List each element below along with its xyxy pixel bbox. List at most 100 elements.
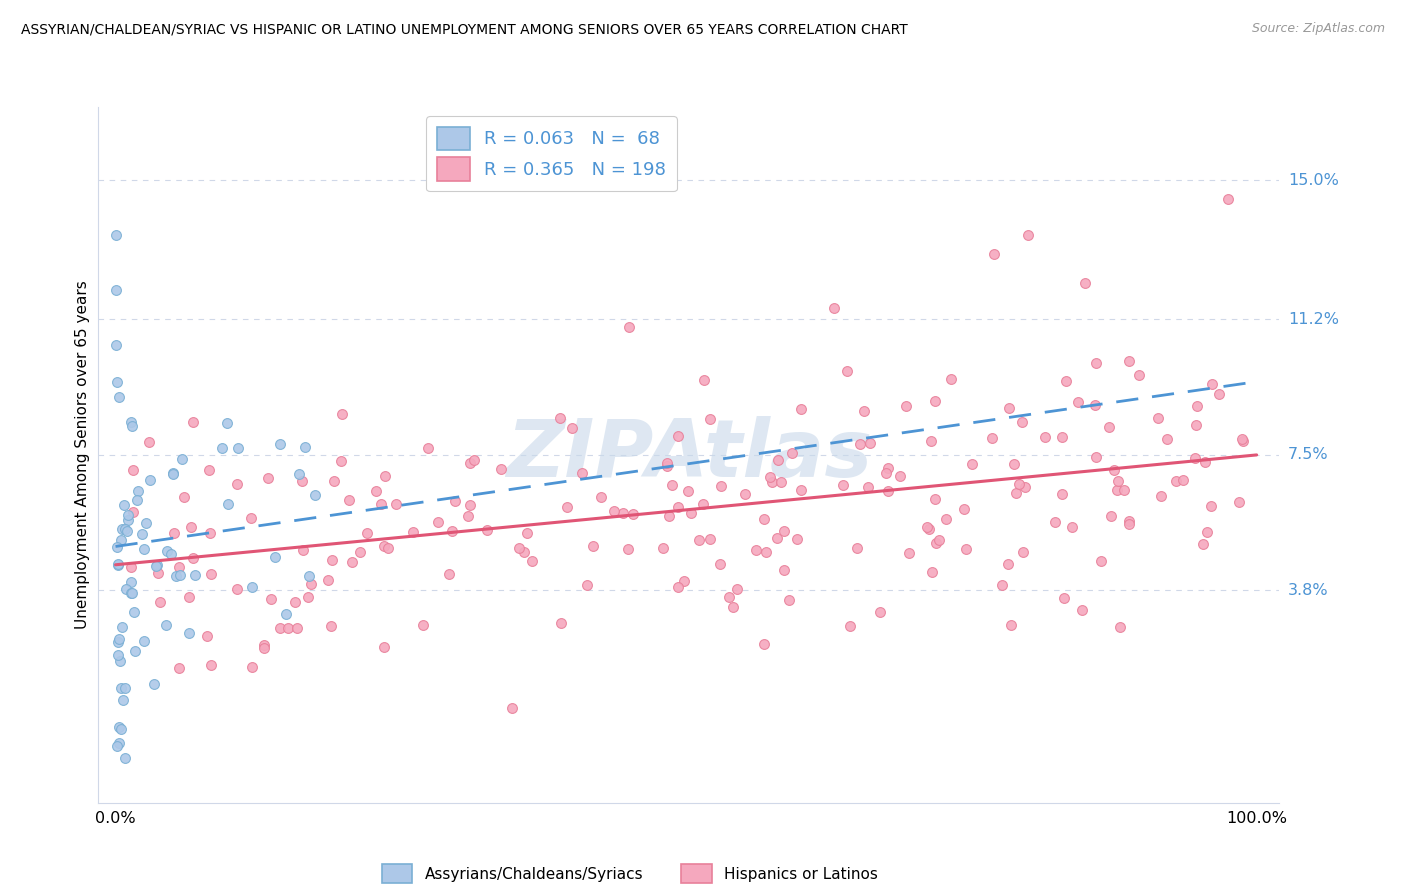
Point bbox=[621, 508, 644, 522]
Point bbox=[710, 479, 733, 493]
Point bbox=[1004, 486, 1026, 500]
Point bbox=[1002, 457, 1025, 471]
Point bbox=[1098, 420, 1121, 434]
Point bbox=[269, 621, 291, 635]
Point bbox=[377, 541, 399, 555]
Point bbox=[288, 467, 311, 481]
Point bbox=[179, 520, 201, 534]
Point bbox=[849, 437, 872, 451]
Point bbox=[761, 475, 783, 490]
Point bbox=[1230, 432, 1253, 446]
Point bbox=[330, 407, 353, 421]
Point bbox=[299, 576, 322, 591]
Point bbox=[1054, 374, 1077, 388]
Point bbox=[104, 228, 127, 243]
Point bbox=[184, 567, 207, 582]
Point bbox=[198, 463, 221, 477]
Point bbox=[134, 541, 156, 556]
Point bbox=[412, 617, 434, 632]
Point bbox=[337, 493, 360, 508]
Point bbox=[1150, 489, 1173, 503]
Point bbox=[1105, 483, 1128, 497]
Point bbox=[444, 494, 467, 508]
Point bbox=[1099, 508, 1122, 523]
Point bbox=[589, 490, 612, 504]
Point bbox=[139, 473, 162, 487]
Point bbox=[1070, 603, 1092, 617]
Point bbox=[356, 525, 378, 540]
Point bbox=[173, 490, 195, 504]
Point bbox=[120, 586, 142, 600]
Point bbox=[692, 497, 714, 511]
Point bbox=[655, 456, 678, 470]
Point bbox=[752, 512, 775, 526]
Point bbox=[240, 580, 263, 594]
Point bbox=[135, 516, 157, 530]
Point bbox=[440, 524, 463, 538]
Point bbox=[997, 557, 1019, 571]
Point bbox=[921, 565, 943, 579]
Point bbox=[111, 522, 134, 536]
Point bbox=[1011, 415, 1033, 429]
Point bbox=[165, 569, 187, 583]
Point bbox=[1000, 617, 1022, 632]
Point bbox=[156, 544, 179, 558]
Point bbox=[960, 457, 983, 471]
Point bbox=[1102, 463, 1125, 477]
Point bbox=[149, 595, 172, 609]
Point bbox=[1173, 473, 1195, 487]
Point bbox=[1017, 228, 1039, 243]
Point bbox=[924, 394, 946, 409]
Point bbox=[285, 622, 308, 636]
Point bbox=[211, 441, 233, 455]
Point bbox=[374, 468, 396, 483]
Point bbox=[107, 390, 129, 404]
Point bbox=[121, 419, 143, 434]
Point bbox=[155, 618, 177, 632]
Text: 3.8%: 3.8% bbox=[1288, 582, 1329, 598]
Point bbox=[1014, 480, 1036, 494]
Point bbox=[1187, 399, 1209, 413]
Point bbox=[835, 363, 858, 377]
Point bbox=[274, 607, 297, 621]
Point bbox=[769, 475, 792, 490]
Point bbox=[127, 484, 149, 499]
Point bbox=[1045, 516, 1067, 530]
Point bbox=[260, 591, 283, 606]
Point bbox=[160, 547, 183, 561]
Point bbox=[876, 461, 898, 475]
Point bbox=[257, 470, 280, 484]
Point bbox=[508, 541, 530, 555]
Point bbox=[920, 434, 942, 448]
Point bbox=[1050, 487, 1073, 501]
Point bbox=[839, 619, 862, 633]
Point bbox=[513, 545, 536, 559]
Point bbox=[340, 555, 363, 569]
Point bbox=[501, 701, 523, 715]
Point bbox=[458, 456, 481, 470]
Text: 15.0%: 15.0% bbox=[1288, 173, 1339, 188]
Point bbox=[896, 399, 918, 413]
Point bbox=[475, 523, 498, 537]
Point bbox=[672, 574, 695, 588]
Point bbox=[693, 372, 716, 386]
Point bbox=[790, 483, 813, 498]
Point bbox=[217, 497, 239, 511]
Point bbox=[516, 525, 538, 540]
Point bbox=[786, 533, 808, 547]
Point bbox=[1084, 450, 1107, 464]
Point bbox=[1184, 451, 1206, 466]
Point bbox=[657, 459, 679, 474]
Point bbox=[780, 446, 803, 460]
Point bbox=[1201, 376, 1223, 391]
Point bbox=[915, 520, 938, 534]
Point bbox=[897, 546, 920, 560]
Point bbox=[115, 524, 138, 538]
Point bbox=[1164, 474, 1187, 488]
Point bbox=[617, 319, 640, 334]
Point bbox=[297, 590, 319, 604]
Point bbox=[1195, 525, 1218, 540]
Point bbox=[1008, 477, 1031, 491]
Point bbox=[122, 605, 145, 619]
Point bbox=[1033, 430, 1056, 444]
